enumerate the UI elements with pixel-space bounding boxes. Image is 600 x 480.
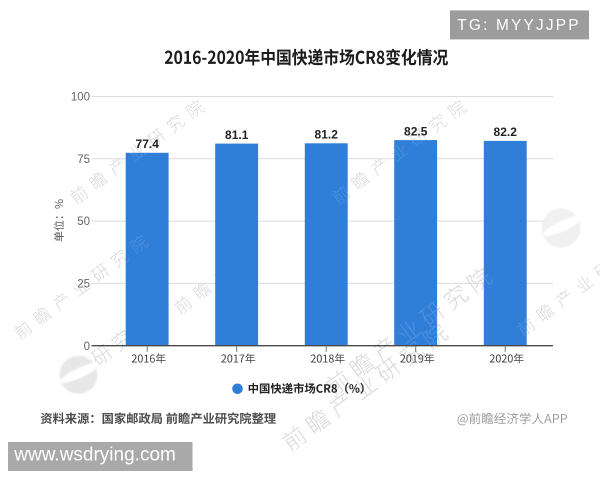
svg-text:www.wsdrying.com: www.wsdrying.com	[13, 445, 176, 466]
svg-text:50: 50	[77, 216, 90, 228]
svg-text:0: 0	[84, 341, 90, 353]
svg-text:100: 100	[71, 92, 90, 104]
svg-text:82.5: 82.5	[404, 124, 428, 138]
svg-text:81.1: 81.1	[225, 128, 249, 142]
svg-text:75: 75	[77, 154, 90, 166]
svg-text:82.2: 82.2	[494, 125, 518, 139]
svg-text:TG: MYYJJPP: TG: MYYJJPP	[457, 17, 580, 34]
svg-text:25: 25	[77, 279, 90, 291]
svg-text:77.4: 77.4	[136, 137, 160, 151]
svg-text:81.2: 81.2	[315, 128, 339, 142]
